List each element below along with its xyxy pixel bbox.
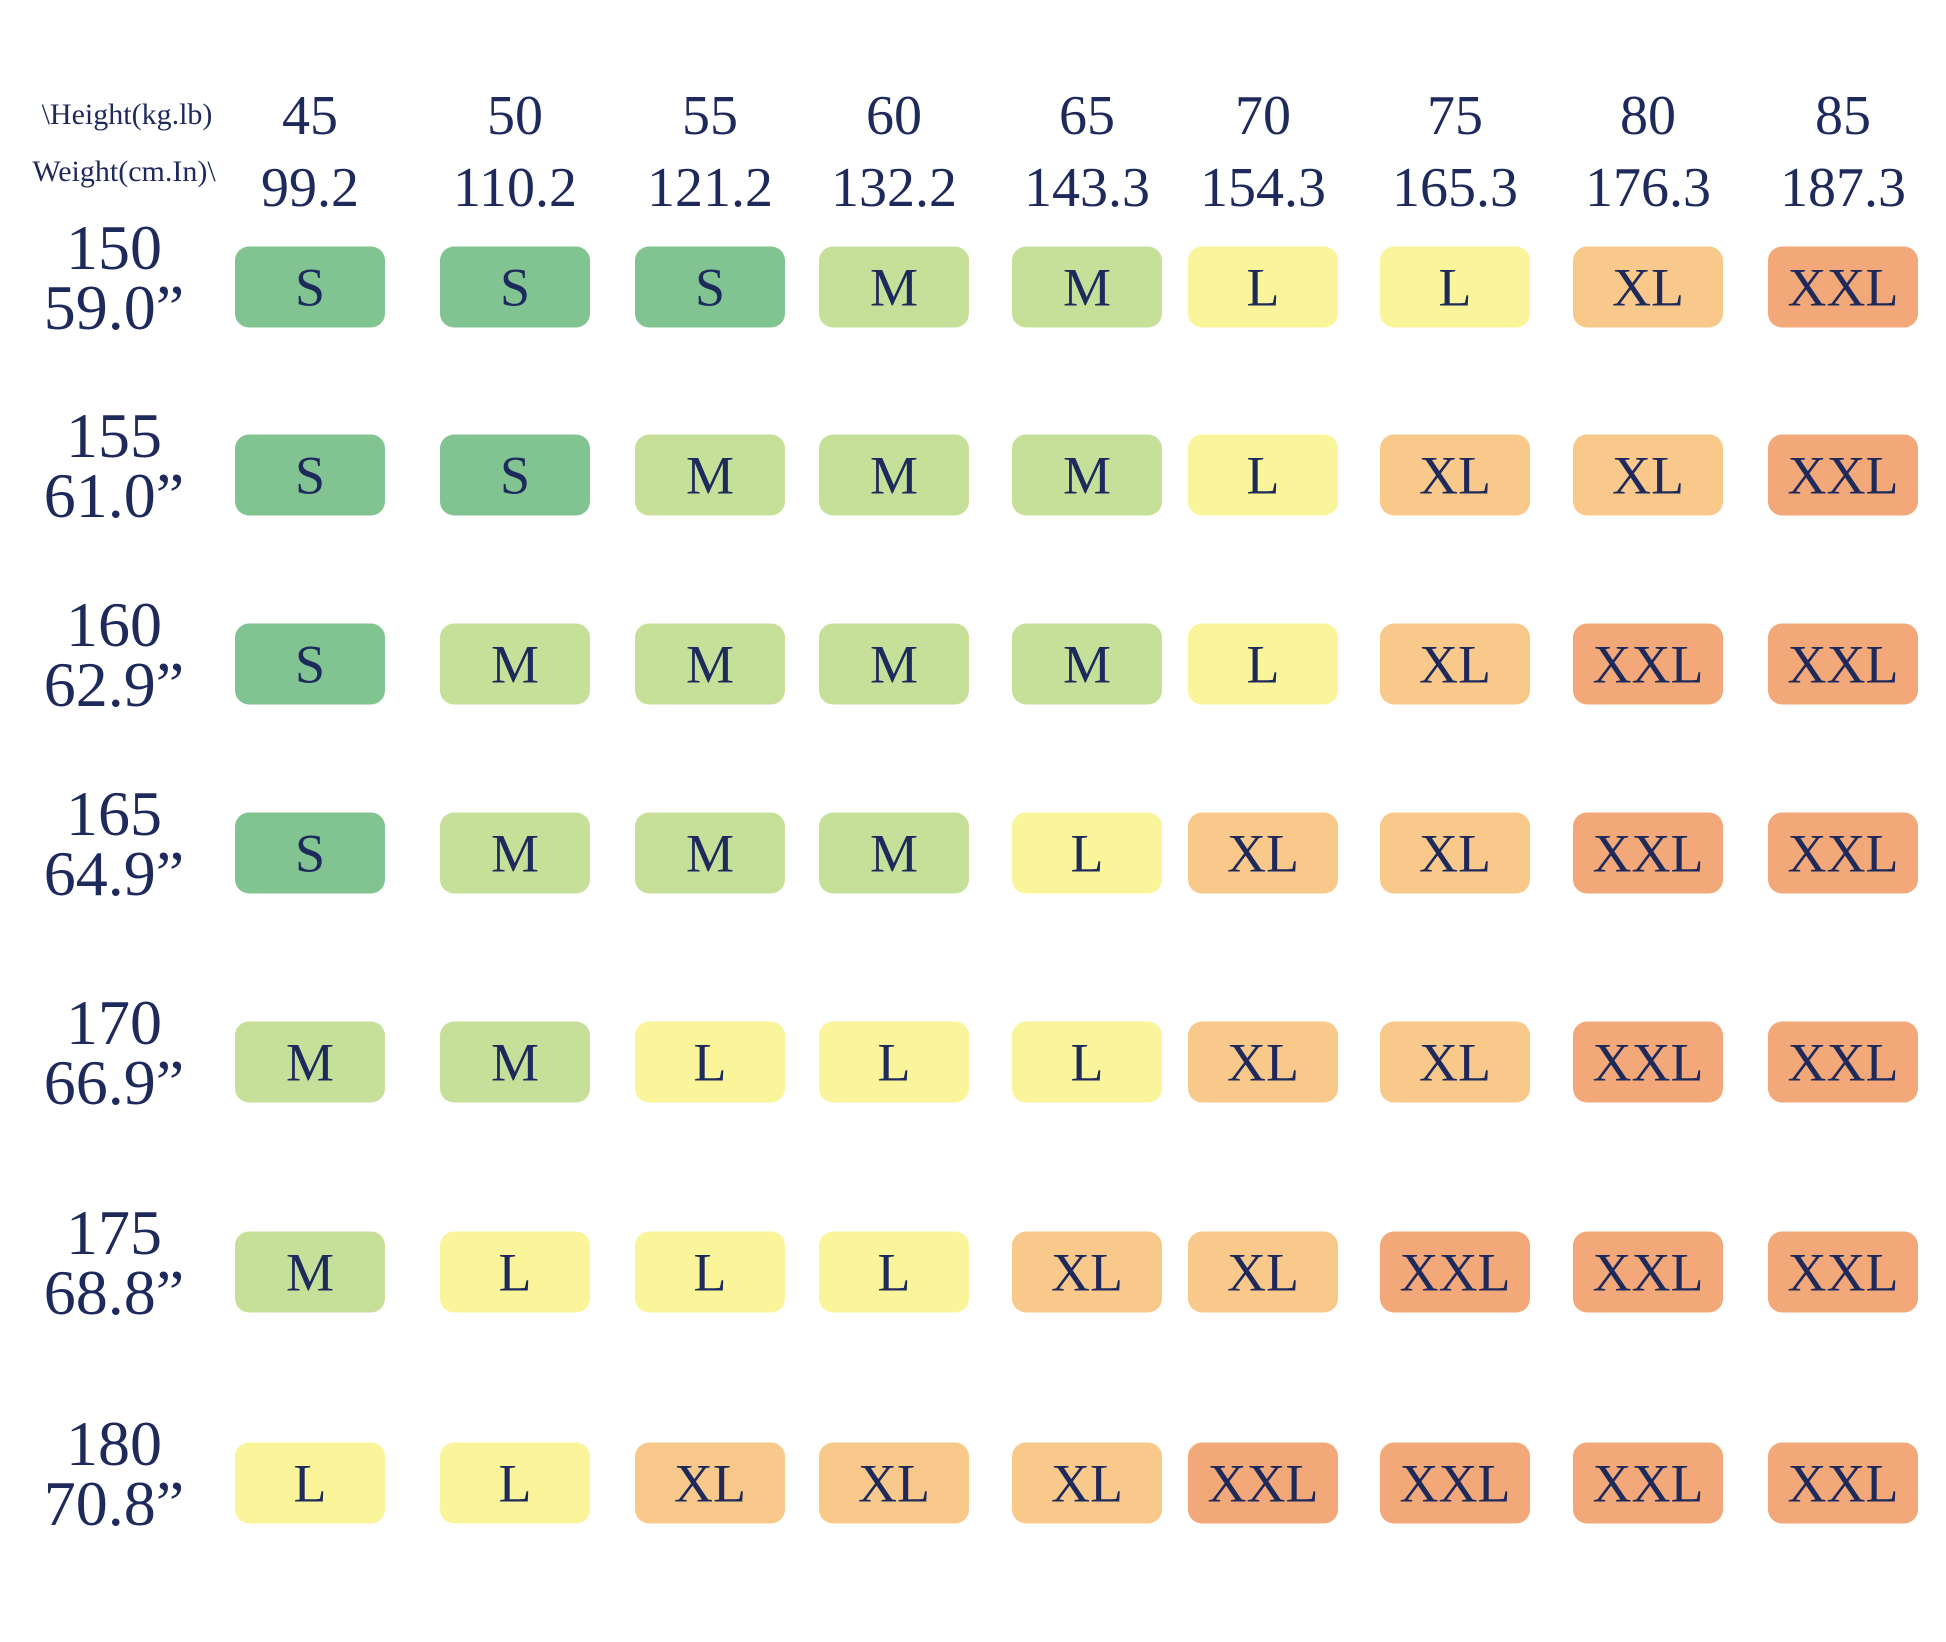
size-cell: XL: [1188, 1231, 1338, 1313]
weight-kg: 75: [1427, 85, 1483, 147]
height-cm: 165: [66, 778, 162, 849]
size-cell: XXL: [1573, 1231, 1723, 1313]
size-cell: L: [1188, 434, 1338, 516]
size-cell: M: [635, 623, 785, 705]
weight-kg: 45: [282, 85, 338, 147]
weight-lb: 110.2: [453, 157, 577, 219]
weight-kg: 50: [487, 85, 543, 147]
size-cell: M: [819, 434, 969, 516]
weight-kg: 65: [1059, 85, 1115, 147]
height-cm: 150: [66, 212, 162, 283]
size-cell: XXL: [1573, 1442, 1723, 1524]
size-cell: M: [440, 1021, 590, 1103]
size-cell: XL: [819, 1442, 969, 1524]
size-cell: M: [440, 623, 590, 705]
size-cell: M: [819, 246, 969, 328]
weight-kg: 55: [682, 85, 738, 147]
weight-lb: 154.3: [1200, 157, 1326, 219]
size-cell: L: [440, 1231, 590, 1313]
corner-label: Weight(cm.In)\: [32, 155, 216, 188]
height-cm: 160: [66, 589, 162, 660]
size-cell: M: [1012, 623, 1162, 705]
weight-lb: 121.2: [647, 157, 773, 219]
corner-label: \Height(kg.lb): [41, 98, 213, 131]
size-cell: XXL: [1768, 1231, 1918, 1313]
weight-kg: 80: [1620, 85, 1676, 147]
height-in: 70.8”: [43, 1468, 185, 1539]
size-cell: XL: [1012, 1442, 1162, 1524]
size-cell: XXL: [1188, 1442, 1338, 1524]
weight-lb: 187.3: [1780, 157, 1906, 219]
size-cell: M: [635, 812, 785, 894]
size-cell: XXL: [1768, 434, 1918, 516]
size-cell: XL: [1380, 434, 1530, 516]
size-cell: L: [1380, 246, 1530, 328]
size-cell: S: [440, 246, 590, 328]
size-cell: S: [235, 246, 385, 328]
weight-kg: 70: [1235, 85, 1291, 147]
weight-lb: 165.3: [1392, 157, 1518, 219]
size-cell: XXL: [1768, 1442, 1918, 1524]
height-in: 64.9”: [43, 838, 185, 909]
size-cell: S: [235, 434, 385, 516]
size-cell: XXL: [1573, 812, 1723, 894]
weight-lb: 132.2: [831, 157, 957, 219]
size-cell: XXL: [1573, 1021, 1723, 1103]
size-cell: S: [235, 812, 385, 894]
size-cell: L: [819, 1231, 969, 1313]
weight-lb: 143.3: [1024, 157, 1150, 219]
size-cell: M: [235, 1021, 385, 1103]
size-cell: XL: [635, 1442, 785, 1524]
height-cm: 175: [66, 1197, 162, 1268]
size-cell: XL: [1012, 1231, 1162, 1313]
size-cell: XL: [1573, 246, 1723, 328]
weight-lb: 176.3: [1585, 157, 1711, 219]
size-cell: XXL: [1768, 246, 1918, 328]
size-cell: M: [1012, 434, 1162, 516]
size-cell: L: [1012, 812, 1162, 894]
height-in: 68.8”: [43, 1257, 185, 1328]
size-cell: XL: [1380, 812, 1530, 894]
size-cell: XL: [1380, 623, 1530, 705]
size-cell: XL: [1573, 434, 1723, 516]
size-cell: L: [440, 1442, 590, 1524]
size-cell: XXL: [1380, 1231, 1530, 1313]
size-cell: XXL: [1768, 623, 1918, 705]
size-cell: L: [819, 1021, 969, 1103]
height-in: 62.9”: [43, 649, 185, 720]
size-cell: M: [235, 1231, 385, 1313]
size-cell: XL: [1188, 1021, 1338, 1103]
size-cell: L: [635, 1021, 785, 1103]
height-cm: 170: [66, 987, 162, 1058]
size-cell: L: [635, 1231, 785, 1313]
size-cell: L: [235, 1442, 385, 1524]
size-cell: M: [440, 812, 590, 894]
size-cell: M: [819, 812, 969, 894]
size-cell: L: [1188, 623, 1338, 705]
size-cell: L: [1012, 1021, 1162, 1103]
size-cell: M: [819, 623, 969, 705]
size-cell: M: [635, 434, 785, 516]
size-cell: XXL: [1768, 1021, 1918, 1103]
weight-lb: 99.2: [261, 157, 359, 219]
size-cell: S: [440, 434, 590, 516]
size-cell: S: [635, 246, 785, 328]
size-cell: M: [1012, 246, 1162, 328]
size-cell: XL: [1380, 1021, 1530, 1103]
height-cm: 180: [66, 1408, 162, 1479]
height-in: 66.9”: [43, 1047, 185, 1118]
height-in: 59.0”: [43, 272, 185, 343]
size-cell: XXL: [1380, 1442, 1530, 1524]
size-cell: XL: [1188, 812, 1338, 894]
height-in: 61.0”: [43, 460, 185, 531]
size-cell: L: [1188, 246, 1338, 328]
size-cell: S: [235, 623, 385, 705]
size-cell: XXL: [1573, 623, 1723, 705]
weight-kg: 85: [1815, 85, 1871, 147]
size-cell: XXL: [1768, 812, 1918, 894]
height-cm: 155: [66, 400, 162, 471]
weight-kg: 60: [866, 85, 922, 147]
